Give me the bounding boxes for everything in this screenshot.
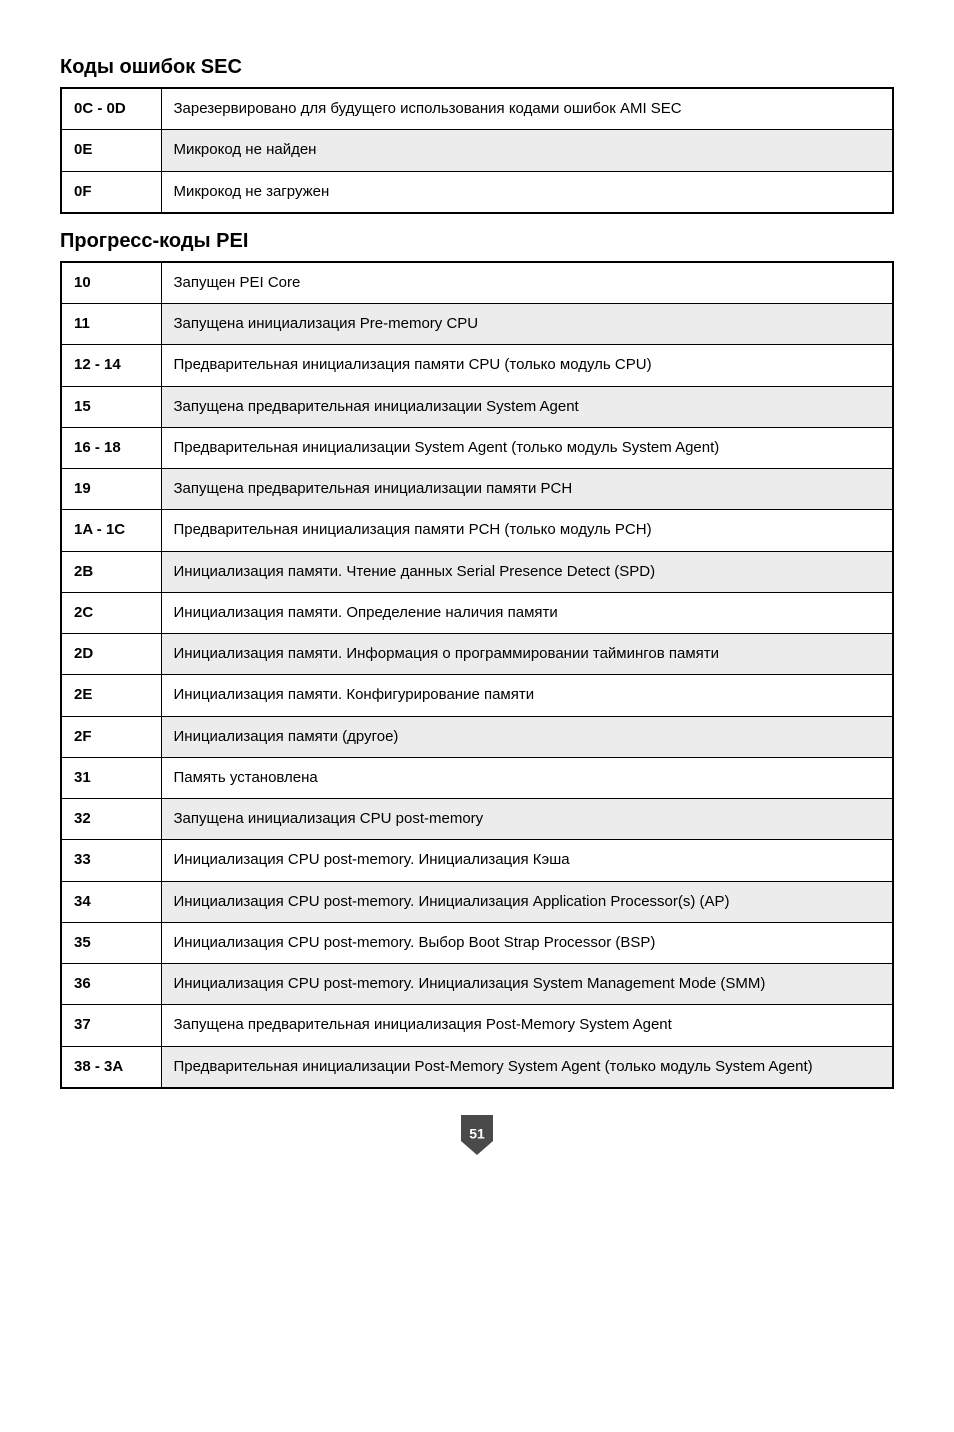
code-cell: 2D bbox=[61, 634, 161, 675]
table-row: 2CИнициализация памяти. Определение нали… bbox=[61, 592, 893, 633]
table-row: 10Запущен PEI Core bbox=[61, 262, 893, 304]
page-footer: 51 bbox=[60, 1113, 894, 1162]
desc-cell: Инициализация CPU post-memory. Инициализ… bbox=[161, 840, 893, 881]
code-cell: 37 bbox=[61, 1005, 161, 1046]
table-row: 0C - 0DЗарезервировано для будущего испо… bbox=[61, 88, 893, 130]
desc-cell: Запущена инициализация CPU post-memory bbox=[161, 799, 893, 840]
code-cell: 1A - 1C bbox=[61, 510, 161, 551]
code-cell: 2C bbox=[61, 592, 161, 633]
code-cell: 2E bbox=[61, 675, 161, 716]
table-row: 2DИнициализация памяти. Информация о про… bbox=[61, 634, 893, 675]
page-badge: 51 bbox=[457, 1113, 497, 1157]
code-cell: 34 bbox=[61, 881, 161, 922]
code-cell: 0E bbox=[61, 130, 161, 171]
desc-cell: Микрокод не загружен bbox=[161, 171, 893, 213]
desc-cell: Микрокод не найден bbox=[161, 130, 893, 171]
desc-cell: Предварительная инициализации System Age… bbox=[161, 427, 893, 468]
code-cell: 32 bbox=[61, 799, 161, 840]
codes-table: 10Запущен PEI Core11Запущена инициализац… bbox=[60, 261, 894, 1089]
code-cell: 33 bbox=[61, 840, 161, 881]
desc-cell: Зарезервировано для будущего использован… bbox=[161, 88, 893, 130]
code-cell: 12 - 14 bbox=[61, 345, 161, 386]
table-row: 0EМикрокод не найден bbox=[61, 130, 893, 171]
code-cell: 0C - 0D bbox=[61, 88, 161, 130]
table-row: 37Запущена предварительная инициализация… bbox=[61, 1005, 893, 1046]
code-cell: 36 bbox=[61, 964, 161, 1005]
desc-cell: Инициализация CPU post-memory. Выбор Boo… bbox=[161, 922, 893, 963]
code-cell: 31 bbox=[61, 757, 161, 798]
code-cell: 38 - 3A bbox=[61, 1046, 161, 1088]
desc-cell: Инициализация памяти (другое) bbox=[161, 716, 893, 757]
code-cell: 16 - 18 bbox=[61, 427, 161, 468]
table-row: 0FМикрокод не загружен bbox=[61, 171, 893, 213]
desc-cell: Инициализация памяти. Определение наличи… bbox=[161, 592, 893, 633]
code-cell: 19 bbox=[61, 469, 161, 510]
desc-cell: Запущена инициализация Pre-memory CPU bbox=[161, 304, 893, 345]
table-row: 1A - 1CПредварительная инициализация пам… bbox=[61, 510, 893, 551]
table-row: 2BИнициализация памяти. Чтение данных Se… bbox=[61, 551, 893, 592]
table-row: 2FИнициализация памяти (другое) bbox=[61, 716, 893, 757]
page-number: 51 bbox=[469, 1125, 485, 1141]
code-cell: 10 bbox=[61, 262, 161, 304]
table-row: 35Инициализация CPU post-memory. Выбор B… bbox=[61, 922, 893, 963]
desc-cell: Предварительная инициализация памяти CPU… bbox=[161, 345, 893, 386]
table-row: 38 - 3AПредварительная инициализации Pos… bbox=[61, 1046, 893, 1088]
table-row: 16 - 18Предварительная инициализации Sys… bbox=[61, 427, 893, 468]
desc-cell: Предварительная инициализации Post-Memor… bbox=[161, 1046, 893, 1088]
codes-table: 0C - 0DЗарезервировано для будущего испо… bbox=[60, 87, 894, 214]
desc-cell: Инициализация памяти. Чтение данных Seri… bbox=[161, 551, 893, 592]
table-row: 15Запущена предварительная инициализации… bbox=[61, 386, 893, 427]
table-row: 31Память установлена bbox=[61, 757, 893, 798]
desc-cell: Инициализация CPU post-memory. Инициализ… bbox=[161, 881, 893, 922]
desc-cell: Инициализация памяти. Информация о прогр… bbox=[161, 634, 893, 675]
desc-cell: Инициализация CPU post-memory. Инициализ… bbox=[161, 964, 893, 1005]
section-title: Коды ошибок SEC bbox=[60, 56, 894, 79]
desc-cell: Запущена предварительная инициализации S… bbox=[161, 386, 893, 427]
code-cell: 2B bbox=[61, 551, 161, 592]
desc-cell: Инициализация памяти. Конфигурирование п… bbox=[161, 675, 893, 716]
desc-cell: Запущен PEI Core bbox=[161, 262, 893, 304]
table-row: 19Запущена предварительная инициализации… bbox=[61, 469, 893, 510]
code-cell: 15 bbox=[61, 386, 161, 427]
table-row: 2EИнициализация памяти. Конфигурирование… bbox=[61, 675, 893, 716]
desc-cell: Запущена предварительная инициализация P… bbox=[161, 1005, 893, 1046]
code-cell: 35 bbox=[61, 922, 161, 963]
code-cell: 11 bbox=[61, 304, 161, 345]
desc-cell: Запущена предварительная инициализации п… bbox=[161, 469, 893, 510]
table-row: 32Запущена инициализация CPU post-memory bbox=[61, 799, 893, 840]
table-row: 12 - 14Предварительная инициализация пам… bbox=[61, 345, 893, 386]
code-cell: 0F bbox=[61, 171, 161, 213]
table-row: 33Инициализация CPU post-memory. Инициал… bbox=[61, 840, 893, 881]
desc-cell: Предварительная инициализация памяти PCH… bbox=[161, 510, 893, 551]
code-cell: 2F bbox=[61, 716, 161, 757]
section-title: Прогресс-коды PEI bbox=[60, 230, 894, 253]
desc-cell: Память установлена bbox=[161, 757, 893, 798]
table-row: 34Инициализация CPU post-memory. Инициал… bbox=[61, 881, 893, 922]
table-row: 36Инициализация CPU post-memory. Инициал… bbox=[61, 964, 893, 1005]
table-row: 11Запущена инициализация Pre-memory CPU bbox=[61, 304, 893, 345]
